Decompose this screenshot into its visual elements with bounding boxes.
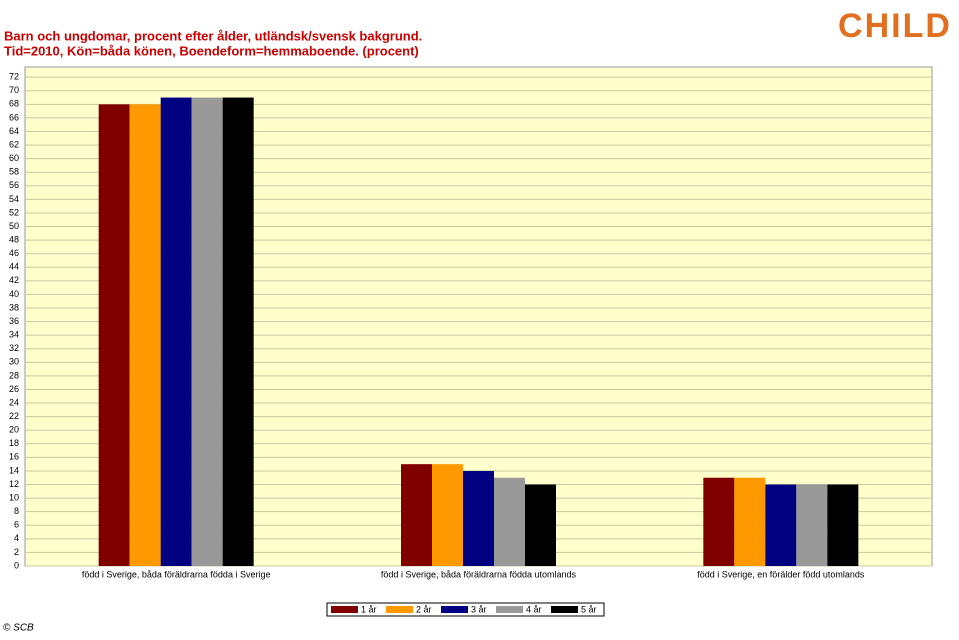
y-tick-label: 4 [14,533,19,543]
y-tick-label: 68 [9,99,19,109]
legend-label: 3 år [471,604,487,614]
y-tick-label: 22 [9,411,19,421]
legend-label: 1 år [361,604,377,614]
legend-swatch [496,606,523,613]
bar [463,470,494,566]
y-tick-label: 38 [9,302,19,312]
y-tick-label: 70 [9,85,19,95]
legend-swatch [386,606,413,613]
y-tick-label: 6 [14,520,19,530]
legend-label: 2 år [416,604,432,614]
footer: © SCB [3,623,34,634]
bar [827,484,859,566]
bar [734,477,766,566]
chart-title: Barn och ungdomar, procent efter ålder, … [4,28,422,43]
y-tick-label: 20 [9,425,19,435]
y-tick-label: 54 [9,194,19,204]
legend-swatch [551,606,578,613]
bar [494,477,525,566]
bar [796,484,828,566]
bar [432,464,463,566]
bar [703,477,735,566]
logo: CHILD [838,7,952,45]
legend-label: 5 år [581,604,597,614]
y-tick-label: 2 [14,547,19,557]
y-tick-label: 48 [9,234,19,244]
y-tick-label: 18 [9,438,19,448]
chart-subtitle: Tid=2010, Kön=båda könen, Boendeform=hem… [4,43,419,58]
bar [191,97,223,566]
y-tick-label: 24 [9,397,19,407]
x-tick-label: född i Sverige, en förälder född utomlan… [697,569,865,579]
y-tick-label: 60 [9,153,19,163]
y-tick-label: 72 [9,72,19,82]
y-tick-label: 0 [14,560,19,570]
y-tick-label: 62 [9,139,19,149]
y-tick-label: 66 [9,112,19,122]
y-tick-label: 12 [9,479,19,489]
y-tick-label: 14 [9,465,19,475]
y-tick-label: 8 [14,506,19,516]
y-tick-label: 40 [9,289,19,299]
y-tick-label: 52 [9,207,19,217]
y-tick-label: 34 [9,330,19,340]
bar [525,484,556,566]
x-tick-label: född i Sverige, båda föräldrarna födda i… [82,569,271,579]
bar [98,104,130,566]
bar [129,104,161,566]
y-tick-label: 56 [9,180,19,190]
y-tick-label: 42 [9,275,19,285]
bar [401,464,432,566]
legend-label: 4 år [526,604,542,614]
y-tick-label: 28 [9,370,19,380]
y-tick-label: 44 [9,262,19,272]
y-tick-label: 26 [9,384,19,394]
bar [765,484,797,566]
bar [160,97,192,566]
x-tick-label: född i Sverige, båda föräldrarna födda u… [381,569,577,579]
legend-swatch [331,606,358,613]
y-tick-label: 36 [9,316,19,326]
y-tick-label: 64 [9,126,19,136]
y-tick-label: 32 [9,343,19,353]
y-tick-label: 30 [9,357,19,367]
y-tick-label: 46 [9,248,19,258]
legend-swatch [441,606,468,613]
bar [222,97,254,566]
y-tick-label: 16 [9,452,19,462]
y-tick-label: 58 [9,167,19,177]
y-tick-label: 50 [9,221,19,231]
y-tick-label: 10 [9,492,19,502]
